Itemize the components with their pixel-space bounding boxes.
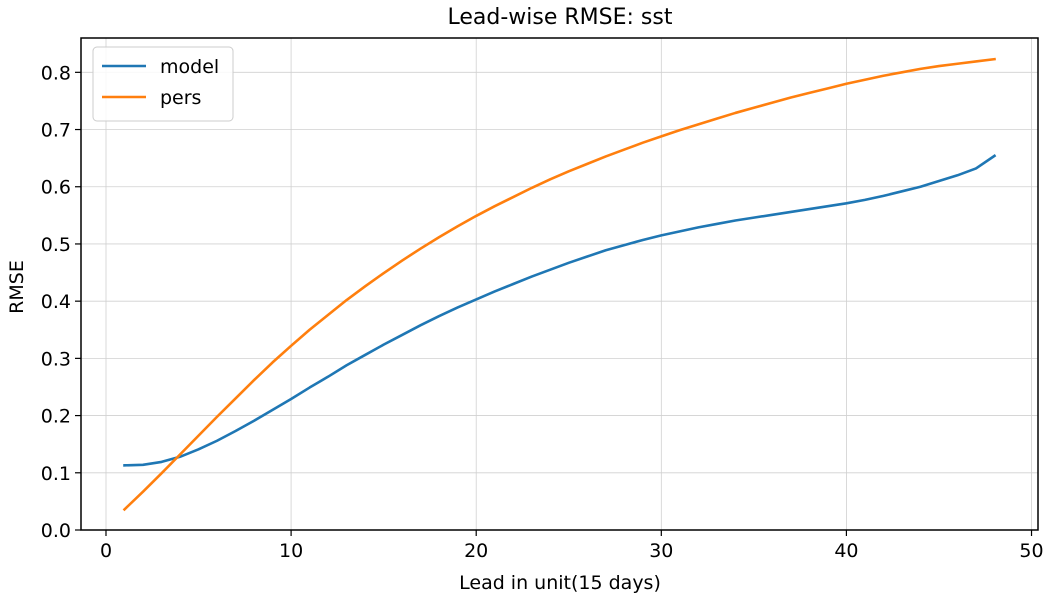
y-tick-label: 0.4	[41, 291, 71, 313]
y-tick-label: 0.7	[41, 120, 71, 142]
y-tick-label: 0.1	[41, 463, 71, 485]
grid-lines	[81, 38, 1038, 531]
y-tick-label: 0.8	[41, 62, 71, 84]
axis-ticks: 0 10 20 30 40 50 0.0 0.1 0.2 0.3 0.4 0.5 0.6 0.7 0.8	[41, 62, 1044, 562]
y-axis-label: RMSE	[6, 260, 28, 314]
series-line-pers	[122, 57, 996, 512]
series-line-model	[123, 154, 997, 467]
legend-label-model: model	[160, 56, 219, 78]
chart-title: Lead-wise RMSE: sst	[448, 5, 673, 30]
x-axis-label: Lead in unit(15 days)	[459, 572, 661, 594]
x-tick-label: 20	[464, 540, 488, 562]
y-tick-label: 0.6	[41, 177, 71, 199]
plot-frame	[80, 37, 1039, 531]
x-tick-label: 50	[1019, 540, 1043, 562]
series-lines	[122, 57, 997, 512]
y-tick-label: 0.0	[41, 520, 71, 542]
legend: model pers	[92, 46, 234, 122]
y-tick-label: 0.3	[41, 348, 71, 370]
y-tick-label: 0.2	[41, 406, 71, 428]
x-tick-label: 0	[100, 540, 112, 562]
legend-label-pers: pers	[160, 87, 201, 109]
x-tick-label: 30	[649, 540, 673, 562]
x-tick-label: 10	[279, 540, 303, 562]
y-tick-label: 0.5	[41, 234, 71, 256]
x-tick-label: 40	[834, 540, 858, 562]
